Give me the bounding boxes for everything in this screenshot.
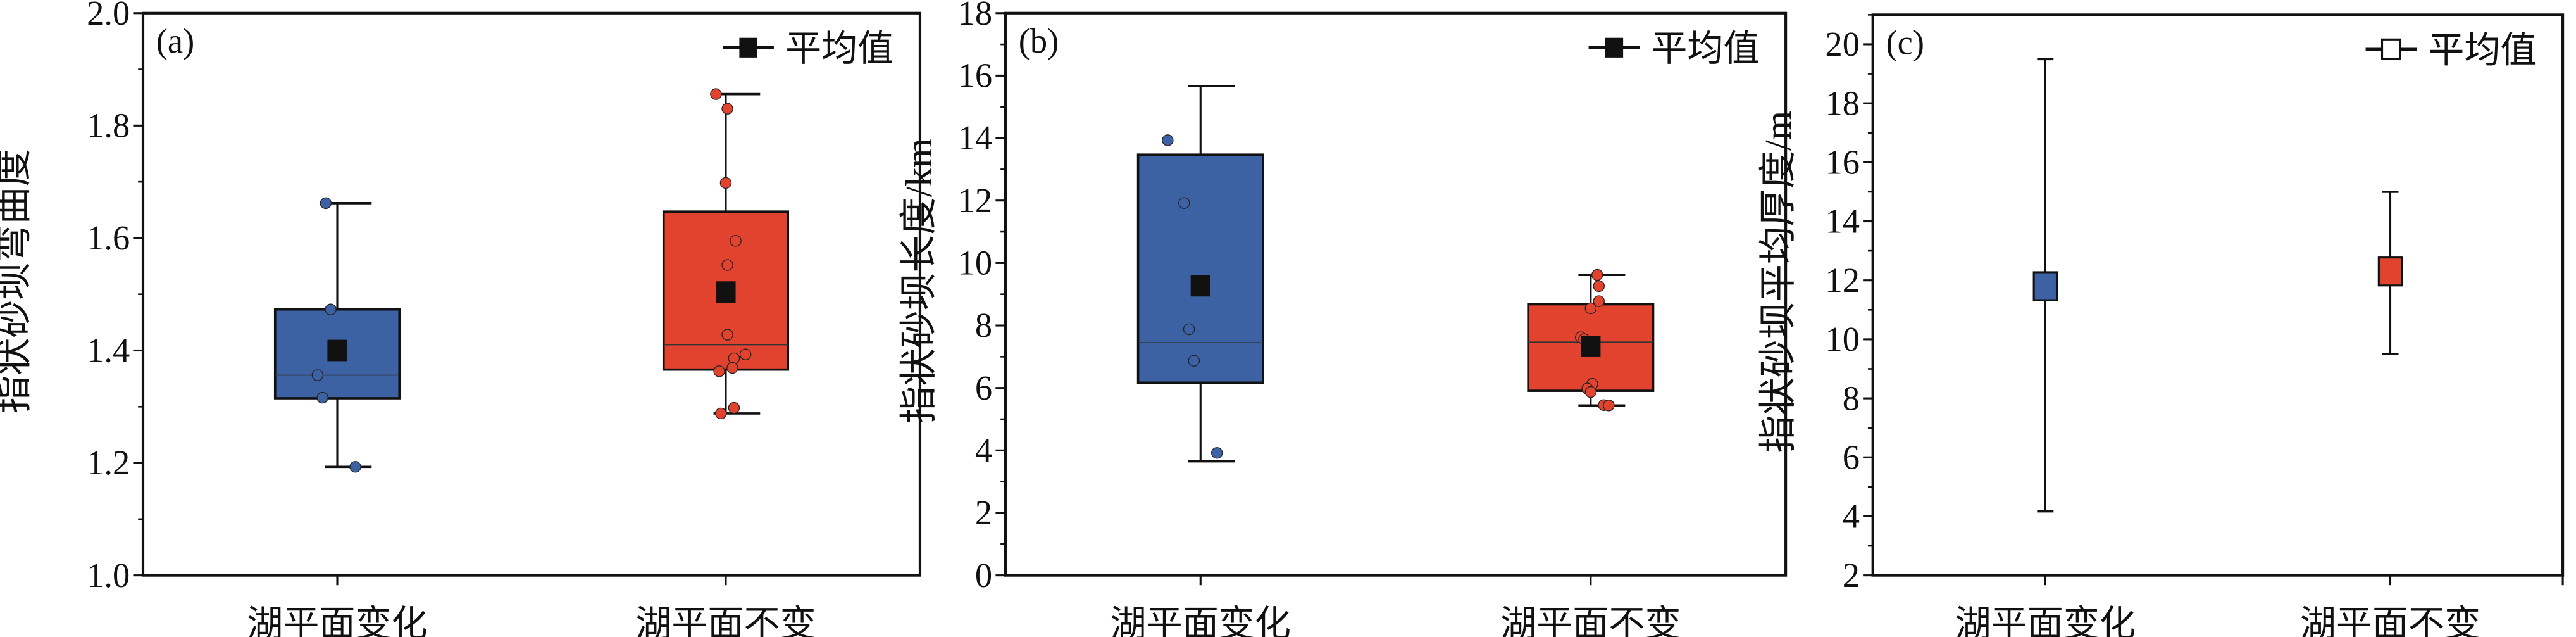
y-axis-label: 指状砂坝弯曲度 <box>0 149 35 413</box>
legend-mean-marker <box>1605 37 1624 58</box>
y-tick-label: 2 <box>975 493 992 532</box>
data-point <box>1593 295 1605 307</box>
legend-mean-marker <box>739 37 757 58</box>
data-point <box>311 369 324 381</box>
data-point <box>728 352 740 365</box>
series-lake-level-change <box>2032 58 2058 513</box>
panel-a: 1.0 1.2 1.4 1.6 1.8 2.0 湖平面变化 湖平面不变 指状砂坝弯曲度 (a) 平均… <box>0 0 922 637</box>
data-point <box>1178 197 1190 209</box>
data-point <box>726 362 738 374</box>
plot-frame <box>1871 13 2565 577</box>
panel-b: 0 2 4 6 8 10 12 14 16 18 湖平面变化 湖平面不变 指状砂坝长度/km (b) 平均值 <box>898 0 1788 637</box>
data-point <box>713 365 725 377</box>
y-tick-label: 1.0 <box>87 556 130 595</box>
data-point <box>730 235 742 247</box>
y-tick-label: 12 <box>1825 261 1860 300</box>
y-tick-label: 10 <box>958 244 993 282</box>
data-point <box>721 329 733 341</box>
data-point <box>1593 280 1605 293</box>
data-point <box>721 103 733 115</box>
mean-marker <box>2377 256 2403 287</box>
y-axis-label: 指状砂坝平均厚度/m <box>1757 111 1799 453</box>
y-tick-label: 16 <box>958 56 993 95</box>
data-point <box>710 88 722 100</box>
y-tick-label: 4 <box>1843 497 1860 536</box>
x-category-label: 湖平面变化 <box>1110 605 1291 637</box>
y-tick-label: 12 <box>958 181 993 220</box>
y-tick-label: 1.8 <box>87 106 130 145</box>
legend-label: 平均值 <box>785 29 893 69</box>
y-tick-label: 6 <box>1843 438 1860 476</box>
data-point <box>320 197 332 210</box>
legend-label: 平均值 <box>1651 29 1759 69</box>
data-point <box>1188 355 1200 367</box>
series-lake-level-unchanged <box>1527 268 1655 412</box>
data-point <box>1603 400 1615 412</box>
y-tick-label: 8 <box>975 306 992 344</box>
y-tick-label: 14 <box>1825 202 1860 241</box>
series-lake-level-unchanged <box>662 88 790 420</box>
data-point <box>316 391 328 404</box>
x-category-label: 湖平面不变 <box>635 605 816 637</box>
data-point <box>728 401 740 414</box>
series-lake-level-unchanged <box>2377 191 2403 356</box>
legend-label: 平均值 <box>2428 31 2536 71</box>
y-tick-label: 1.6 <box>87 218 130 257</box>
data-point <box>721 259 733 271</box>
y-tick-label: 6 <box>975 369 992 407</box>
data-point <box>1584 302 1597 315</box>
data-point <box>714 407 727 420</box>
box <box>1136 153 1264 384</box>
x-category-label: 湖平面变化 <box>1955 605 2136 637</box>
data-point <box>1211 447 1223 459</box>
data-point <box>1591 268 1603 281</box>
panel-label: (c) <box>1886 23 1924 62</box>
mean-marker <box>716 281 736 303</box>
legend-mean-marker <box>2380 38 2401 61</box>
panel-label: (b) <box>1019 22 1059 60</box>
data-point <box>1183 323 1195 336</box>
y-tick-label: 18 <box>958 0 993 32</box>
y-tick-label: 4 <box>975 431 992 470</box>
data-point <box>325 303 337 315</box>
series-lake-level-change <box>1136 85 1264 463</box>
panel-c: 2 4 6 8 10 12 14 16 18 20 湖平面变化 湖平面不变 指状砂坝平均厚度/m (c) 平… <box>1757 13 2565 637</box>
y-tick-label: 1.4 <box>87 331 130 370</box>
data-point <box>719 177 732 189</box>
data-point <box>349 461 361 473</box>
plot-frame <box>1004 11 1788 577</box>
y-axis-label: 指状砂坝长度/km <box>898 138 940 424</box>
x-category-label: 湖平面不变 <box>1500 605 1681 637</box>
y-tick-label: 2 <box>1843 556 1860 595</box>
y-tick-label: 14 <box>958 118 993 157</box>
x-category-label: 湖平面变化 <box>247 605 428 637</box>
y-tick-label: 8 <box>1843 379 1860 417</box>
y-tick-label: 0 <box>975 556 992 595</box>
mean-marker <box>327 339 347 362</box>
plot-frame <box>141 11 922 577</box>
data-point <box>1162 134 1174 146</box>
y-tick-label: 10 <box>1825 320 1860 358</box>
data-point <box>1584 386 1597 398</box>
mean-marker <box>1190 275 1210 297</box>
y-tick-label: 1.2 <box>87 443 130 482</box>
mean-marker <box>1581 336 1601 357</box>
panel-label: (a) <box>156 22 195 60</box>
data-point <box>739 348 752 360</box>
series-lake-level-change <box>273 197 401 473</box>
y-tick-label: 20 <box>1825 25 1860 63</box>
x-category-label: 湖平面不变 <box>2300 605 2481 637</box>
y-tick-label: 2.0 <box>87 0 130 32</box>
y-tick-label: 16 <box>1825 143 1860 182</box>
mean-marker <box>2032 271 2058 301</box>
y-tick-label: 18 <box>1825 84 1860 122</box>
